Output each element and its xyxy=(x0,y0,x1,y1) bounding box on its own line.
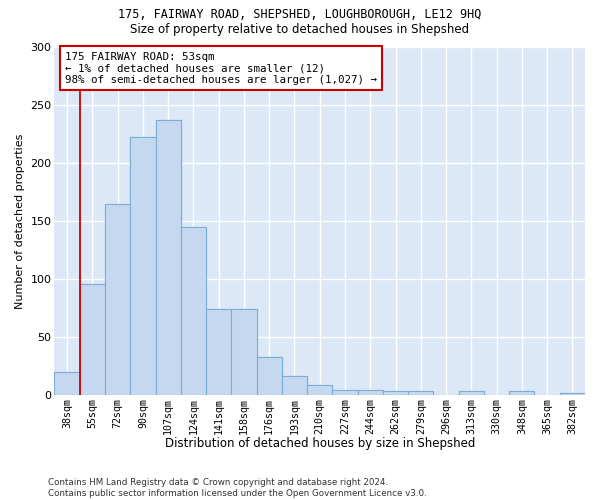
Bar xyxy=(509,391,535,396)
Bar xyxy=(80,284,105,396)
Text: Size of property relative to detached houses in Shepshed: Size of property relative to detached ho… xyxy=(130,22,470,36)
Bar xyxy=(257,357,282,396)
Bar xyxy=(55,372,80,396)
Bar xyxy=(560,393,585,396)
Text: Contains HM Land Registry data © Crown copyright and database right 2024.
Contai: Contains HM Land Registry data © Crown c… xyxy=(48,478,427,498)
Bar xyxy=(155,120,181,396)
Bar xyxy=(408,391,433,396)
X-axis label: Distribution of detached houses by size in Shepshed: Distribution of detached houses by size … xyxy=(164,437,475,450)
Bar xyxy=(307,385,332,396)
Bar xyxy=(232,310,257,396)
Bar xyxy=(383,391,408,396)
Bar xyxy=(155,120,181,396)
Bar xyxy=(232,310,257,396)
Bar xyxy=(358,390,383,396)
Bar xyxy=(307,385,332,396)
Bar xyxy=(383,391,408,396)
Bar xyxy=(206,310,232,396)
Text: 175 FAIRWAY ROAD: 53sqm
← 1% of detached houses are smaller (12)
98% of semi-det: 175 FAIRWAY ROAD: 53sqm ← 1% of detached… xyxy=(65,52,377,85)
Bar xyxy=(80,284,105,396)
Bar xyxy=(105,204,130,396)
Bar xyxy=(408,391,433,396)
Bar xyxy=(332,390,358,396)
Text: 175, FAIRWAY ROAD, SHEPSHED, LOUGHBOROUGH, LE12 9HQ: 175, FAIRWAY ROAD, SHEPSHED, LOUGHBOROUG… xyxy=(118,8,482,20)
Bar xyxy=(181,227,206,396)
Bar xyxy=(358,390,383,396)
Bar xyxy=(130,137,155,396)
Bar xyxy=(257,357,282,396)
Bar xyxy=(105,204,130,396)
Bar xyxy=(282,376,307,396)
Bar xyxy=(181,227,206,396)
Bar xyxy=(130,137,155,396)
Bar xyxy=(458,391,484,396)
Bar xyxy=(332,390,358,396)
Bar xyxy=(206,310,232,396)
Bar xyxy=(458,391,484,396)
Bar xyxy=(282,376,307,396)
Y-axis label: Number of detached properties: Number of detached properties xyxy=(15,134,25,308)
Bar xyxy=(560,393,585,396)
Bar xyxy=(55,372,80,396)
Bar xyxy=(509,391,535,396)
